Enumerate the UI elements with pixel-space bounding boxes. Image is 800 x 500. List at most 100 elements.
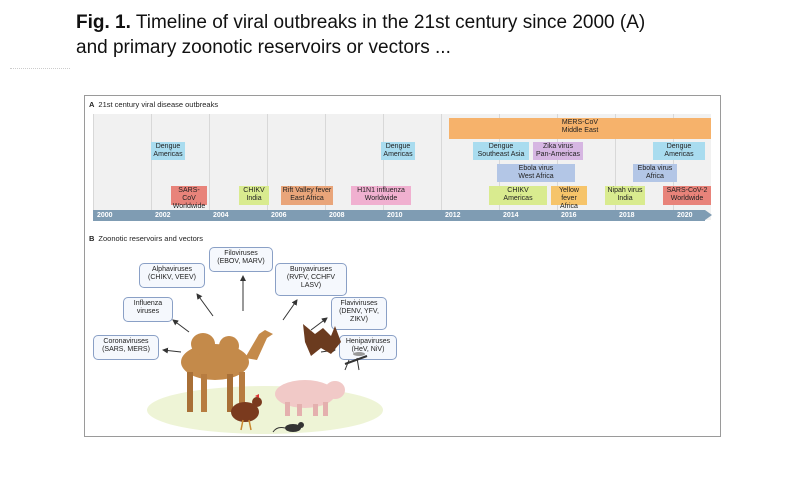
- reservoir-name: Filoviruses: [224, 250, 258, 257]
- event-name: Yellow fever: [559, 187, 579, 202]
- event-dengue-2002: Dengue Americas: [151, 142, 185, 160]
- year-label: 2006: [271, 212, 287, 219]
- event-region: Africa: [560, 203, 578, 210]
- reservoir-arrows: [162, 275, 336, 354]
- event-region: Middle East: [561, 127, 599, 134]
- year-gridline: [151, 114, 152, 220]
- reservoir-filoviruses: Filoviruses (EBOV, MARV): [209, 247, 273, 272]
- event-name: Zika virus: [543, 143, 573, 150]
- year-gridline: [325, 114, 326, 220]
- reservoir-name: Bunyaviruses: [289, 266, 333, 273]
- event-h1n1: H1N1 influenza Worldwide: [351, 186, 411, 205]
- event-region: Worldwide: [172, 203, 206, 210]
- event-region: Pan-Americas: [536, 151, 580, 158]
- event-mers-cov: MERS-CoV Middle East: [449, 118, 711, 139]
- year-label: 2002: [155, 212, 171, 219]
- timeline-axis: [93, 210, 705, 221]
- scan-artifact: [10, 68, 70, 75]
- event-dengue-2019: Dengue Americas: [653, 142, 705, 160]
- event-region: East Africa: [290, 195, 324, 202]
- year-gridline: [441, 114, 442, 220]
- reservoir-examples: (SARS, MERS): [102, 346, 150, 353]
- figure-panel: A 21st century viral disease outbreaks 20…: [84, 95, 721, 437]
- event-name: Dengue: [385, 143, 411, 150]
- reservoir-examples: (DENV, YFV,: [339, 308, 379, 315]
- pig-icon: [275, 380, 345, 416]
- event-region: India: [246, 195, 262, 202]
- panel-a-title: A 21st century viral disease outbreaks: [89, 100, 218, 109]
- panel-b-title: B Zoonotic reservoirs and vectors: [89, 234, 203, 243]
- event-dengue-se-asia: Dengue Southeast Asia: [473, 142, 529, 160]
- event-name: Nipah virus: [607, 187, 643, 194]
- year-label: 2010: [387, 212, 403, 219]
- reservoir-flaviviruses: Flaviviruses (DENV, YFV, ZIKV): [331, 297, 387, 330]
- event-chikv-india: CHIKV India: [239, 186, 269, 205]
- event-region: India: [617, 195, 633, 202]
- event-yellow-fever: Yellow fever Africa: [551, 186, 587, 210]
- reservoir-examples: LASV): [300, 282, 322, 289]
- event-name: CHIKV: [243, 187, 265, 194]
- panel-a-title-text: 21st century viral disease outbreaks: [98, 100, 219, 109]
- year-gridline: [267, 114, 268, 220]
- year-gridline: [209, 114, 210, 220]
- reservoir-henipaviruses: Henipaviruses (HeV, NiV): [339, 335, 397, 360]
- event-name: CHIKV: [507, 187, 529, 194]
- mouse-icon: [272, 422, 304, 433]
- event-name: Dengue: [488, 143, 514, 150]
- event-region: Americas: [153, 151, 183, 158]
- event-region: Worldwide: [670, 195, 704, 202]
- arrow-alphaviruses: [196, 293, 214, 317]
- reservoir-name: Alphaviruses: [151, 266, 193, 273]
- event-region: Americas: [664, 151, 694, 158]
- year-gridline: [93, 114, 94, 220]
- year-label: 2016: [561, 212, 577, 219]
- event-sars-cov-2: SARS-CoV-2 Worldwide: [663, 186, 711, 205]
- reservoir-examples: viruses: [136, 308, 160, 315]
- arrow-coronaviruses: [162, 347, 182, 354]
- reservoir-examples: (CHIKV, VEEV): [148, 274, 196, 281]
- mosquito-icon: [344, 352, 368, 371]
- year-label: 2008: [329, 212, 345, 219]
- year-gridline: [615, 114, 616, 220]
- reservoir-examples: (RVFV, CCHFV: [286, 274, 336, 281]
- caption-text-1: Timeline of viral outbreaks in the 21st …: [135, 12, 646, 33]
- arrow-bunyaviruses: [282, 299, 298, 321]
- event-name: SARS-CoV: [178, 187, 200, 202]
- event-name: Rift Valley fever: [282, 187, 332, 194]
- animal-illustration: [147, 324, 383, 434]
- figure-label: Fig. 1.: [76, 12, 131, 33]
- event-region: West Africa: [518, 173, 554, 180]
- year-label: 2018: [619, 212, 635, 219]
- event-region: Southeast Asia: [477, 151, 525, 158]
- year-label: 2004: [213, 212, 229, 219]
- reservoir-name: Flaviviruses: [340, 300, 378, 307]
- event-name: SARS-CoV-2: [666, 187, 708, 194]
- chicken-icon: [231, 394, 262, 431]
- event-name: Ebola virus: [637, 165, 673, 172]
- arrow-flaviviruses: [310, 317, 328, 331]
- timeline-arrow-icon: [705, 210, 712, 220]
- event-zika: Zika virus Pan-Americas: [533, 142, 583, 160]
- event-name: Dengue: [155, 143, 181, 150]
- year-label: 2012: [445, 212, 461, 219]
- camel-icon: [181, 330, 273, 412]
- event-region: Worldwide: [364, 195, 398, 202]
- reservoir-examples: (EBOV, MARV): [217, 258, 265, 265]
- year-label: 2020: [677, 212, 693, 219]
- caption-line-1: Fig. 1. Timeline of viral outbreaks in t…: [76, 10, 776, 35]
- event-sars-cov: SARS-CoV Worldwide: [171, 186, 207, 210]
- event-dengue-2010: Dengue Americas: [381, 142, 415, 160]
- year-label: 2014: [503, 212, 519, 219]
- reservoir-coronaviruses: Coronaviruses (SARS, MERS): [93, 335, 159, 360]
- panel-a-letter: A: [89, 100, 95, 109]
- reservoir-name: Henipaviruses: [345, 338, 391, 345]
- event-chikv-americas: CHIKV Americas: [489, 186, 547, 205]
- event-ebola-africa: Ebola virus Africa: [633, 164, 677, 182]
- reservoir-examples: (HeV, NiV): [351, 346, 385, 353]
- panel-b-letter: B: [89, 234, 95, 243]
- caption-line-2: and primary zoonotic reservoirs or vecto…: [76, 37, 451, 58]
- event-name: Dengue: [666, 143, 692, 150]
- event-name: Ebola virus: [518, 165, 554, 172]
- year-gridline: [383, 114, 384, 220]
- event-region: Americas: [503, 195, 533, 202]
